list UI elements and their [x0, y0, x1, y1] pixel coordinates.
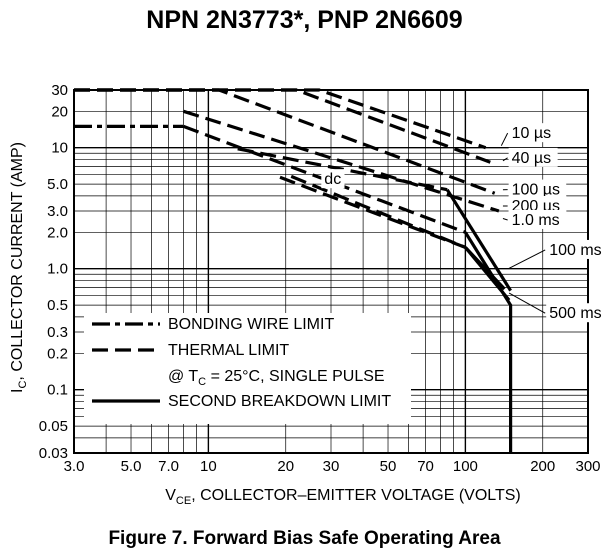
series-500-ms-thermal — [279, 175, 466, 249]
legend-label: THERMAL LIMIT — [168, 342, 289, 359]
legend-box — [84, 313, 411, 424]
label-backdrop — [508, 209, 567, 229]
y-tick-label: 0.3 — [47, 324, 68, 341]
label-leader — [508, 249, 546, 270]
label-backdrop — [546, 303, 604, 323]
series-500-ms-second_breakdown — [464, 246, 511, 302]
x-tick-label: 50 — [380, 458, 397, 475]
label-backdrop — [508, 147, 558, 167]
label-leader — [500, 132, 509, 146]
label-backdrop — [508, 179, 567, 199]
curve-label: 100 µs — [512, 182, 560, 199]
y-tick-label: 20 — [51, 103, 68, 120]
x-axis-label: VCE, COLLECTOR–EMITTER VOLTAGE (VOLTS) — [165, 487, 521, 507]
plot-border — [73, 89, 589, 454]
label-backdrop — [321, 169, 345, 189]
x-tick-label: 10 — [200, 458, 217, 475]
label-leader — [508, 292, 546, 314]
series-100-ms-thermal — [290, 174, 467, 249]
y-tick-label: 0.5 — [47, 297, 68, 314]
x-tick-label: 100 — [453, 458, 478, 475]
x-tick-label: 200 — [530, 458, 555, 475]
series-200-s-thermal — [183, 109, 500, 213]
curve-label: 40 µs — [512, 150, 551, 167]
y-tick-label: 0.2 — [47, 345, 68, 362]
label-backdrop — [508, 123, 558, 143]
legend-label: @ TC = 25°C, SINGLE PULSE — [168, 368, 385, 388]
label-backdrop — [546, 239, 604, 259]
y-tick-label: 0.05 — [39, 418, 68, 435]
x-tick-label: 30 — [323, 458, 340, 475]
y-tick-label: 0.1 — [47, 382, 68, 399]
x-tick-label: 7.0 — [158, 458, 179, 475]
y-tick-label: 3.0 — [47, 203, 68, 220]
series-1-0-ms-second_breakdown — [445, 188, 512, 292]
label-leader — [502, 218, 508, 221]
x-tick-label: 300 — [575, 458, 600, 475]
x-tick-label: 3.0 — [64, 458, 85, 475]
y-tick-label: 5.0 — [47, 176, 68, 193]
y-tick-label: 0.03 — [39, 445, 68, 462]
series-dc-second_breakdown — [464, 231, 513, 453]
legend-label: SECOND BREAKDOWN LIMIT — [168, 393, 391, 410]
curve-label: 500 ms — [549, 305, 601, 322]
series-100-s-thermal — [74, 88, 496, 195]
legend-label: BONDING WIRE LIMIT — [168, 316, 334, 333]
x-tick-label: 20 — [277, 458, 294, 475]
y-tick-label: 30 — [51, 82, 68, 99]
curve-label: 10 µs — [512, 125, 551, 142]
curve-label: 1.0 ms — [512, 212, 560, 229]
label-leader — [502, 157, 508, 162]
x-tick-label: 5.0 — [121, 458, 142, 475]
x-tick-label: 70 — [417, 458, 434, 475]
y-axis-label: IC, COLLECTOR CURRENT (AMP) — [9, 142, 29, 393]
y-tick-label: 2.0 — [47, 224, 68, 241]
y-tick-label: 1.0 — [47, 261, 68, 278]
figure-caption: Figure 7. Forward Bias Safe Operating Ar… — [108, 528, 501, 549]
chart-title: NPN 2N3773*, PNP 2N6609 — [146, 6, 463, 34]
curve-label: dc — [324, 171, 341, 188]
curve-label: 100 ms — [549, 242, 601, 259]
y-tick-label: 10 — [51, 140, 68, 157]
